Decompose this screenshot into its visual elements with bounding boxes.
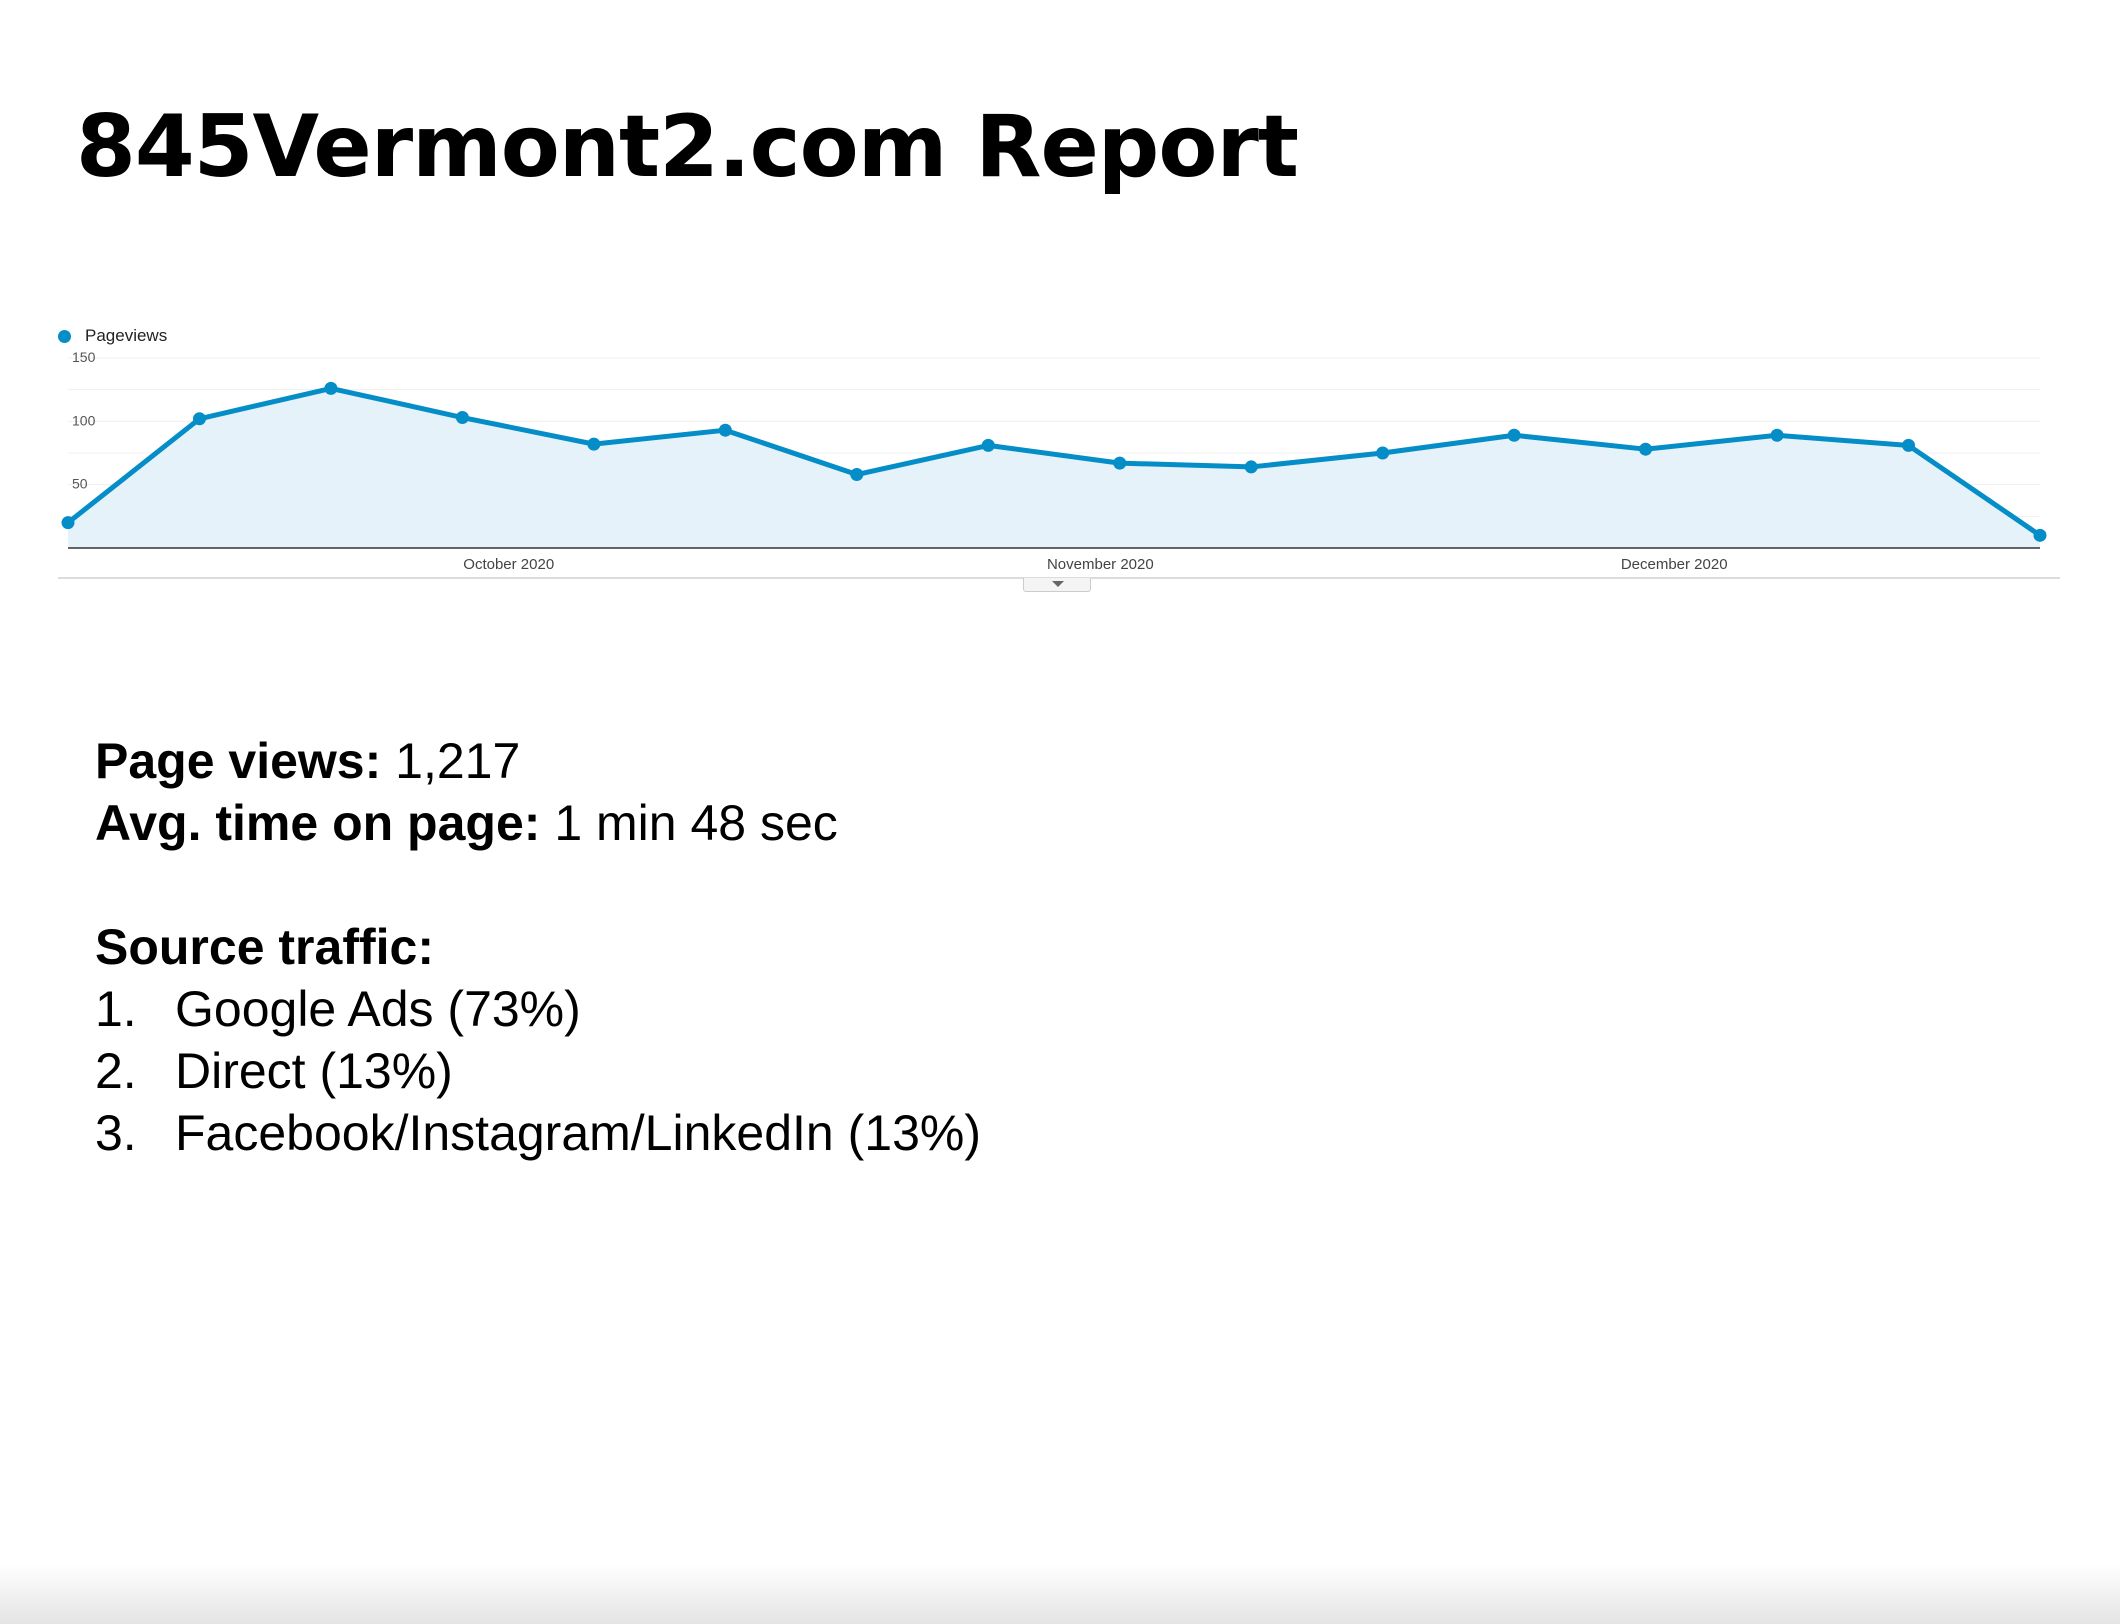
series-line bbox=[66, 385, 2042, 538]
source-label: Facebook/Instagram/LinkedIn (13%) bbox=[175, 1105, 981, 1161]
chevron-down-icon bbox=[1052, 581, 1064, 587]
list-item: 2. Direct (13%) bbox=[95, 1040, 981, 1102]
chart-plot: 50 100 150 October 2020 November 2020 Decembe… bbox=[58, 349, 2060, 579]
data-point bbox=[1244, 460, 1258, 474]
report-title: 845Vermont2.com Report bbox=[76, 97, 1299, 197]
data-point bbox=[1770, 428, 1784, 442]
legend-dot-icon bbox=[58, 329, 71, 343]
y-tick-label: 150 bbox=[72, 349, 96, 365]
legend-label: Pageviews bbox=[85, 326, 168, 345]
data-point bbox=[2033, 528, 2047, 542]
chart-expand-handle[interactable] bbox=[1023, 578, 1091, 592]
avg-time-label: Avg. time on page: bbox=[95, 795, 541, 851]
source-label: Google Ads (73%) bbox=[175, 981, 581, 1037]
data-point bbox=[1376, 446, 1390, 460]
page-views-label: Page views: bbox=[95, 733, 382, 789]
x-tick-label: October 2020 bbox=[463, 556, 554, 573]
data-point bbox=[455, 411, 469, 425]
pageviews-chart: Pageviews 50 100 150 October 2020 November 2… bbox=[50, 310, 2080, 600]
x-tick-label: December 2020 bbox=[1621, 556, 1728, 573]
page-views-stat: Page views: 1,217 bbox=[95, 730, 981, 792]
source-list: 1. Google Ads (73%) 2. Direct (13%) 3. F… bbox=[95, 978, 981, 1164]
chart-legend[interactable]: Pageviews bbox=[58, 324, 167, 348]
data-point bbox=[587, 437, 601, 451]
data-point bbox=[1902, 438, 1916, 452]
list-number: 3. bbox=[95, 1105, 137, 1161]
data-point bbox=[718, 423, 732, 437]
bottom-shadow bbox=[0, 1564, 2120, 1624]
y-tick-label: 100 bbox=[72, 412, 96, 428]
spacer bbox=[95, 854, 981, 916]
list-number: 1. bbox=[95, 981, 137, 1037]
source-traffic-heading: Source traffic: bbox=[95, 919, 434, 975]
data-point bbox=[1113, 456, 1127, 470]
data-point bbox=[61, 516, 75, 530]
list-item: 1. Google Ads (73%) bbox=[95, 978, 981, 1040]
data-point bbox=[192, 412, 206, 426]
list-item: 3. Facebook/Instagram/LinkedIn (13%) bbox=[95, 1102, 981, 1164]
data-point bbox=[981, 438, 995, 452]
source-label: Direct (13%) bbox=[175, 1043, 453, 1099]
data-point bbox=[1639, 442, 1653, 456]
data-point bbox=[850, 468, 864, 482]
avg-time-value: 1 min 48 sec bbox=[554, 795, 838, 851]
x-tick-label: November 2020 bbox=[1047, 556, 1154, 573]
stats-block: Page views: 1,217 Avg. time on page: 1 m… bbox=[95, 730, 981, 1164]
page-views-value: 1,217 bbox=[395, 733, 521, 789]
series-area bbox=[68, 388, 2040, 548]
data-point bbox=[1507, 428, 1521, 442]
y-tick-label: 50 bbox=[72, 476, 88, 492]
avg-time-stat: Avg. time on page: 1 min 48 sec bbox=[95, 792, 981, 854]
data-point bbox=[324, 381, 338, 395]
list-number: 2. bbox=[95, 1043, 137, 1099]
